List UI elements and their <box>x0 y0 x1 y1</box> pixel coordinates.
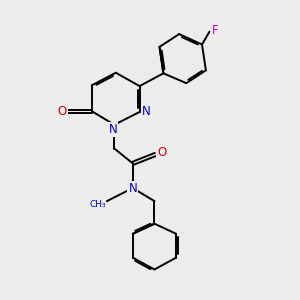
Text: F: F <box>212 24 218 37</box>
Text: N: N <box>109 123 117 136</box>
Text: O: O <box>157 146 167 160</box>
Text: O: O <box>57 105 67 118</box>
Text: N: N <box>142 106 151 118</box>
Text: N: N <box>128 182 137 194</box>
Text: CH₃: CH₃ <box>89 200 106 208</box>
